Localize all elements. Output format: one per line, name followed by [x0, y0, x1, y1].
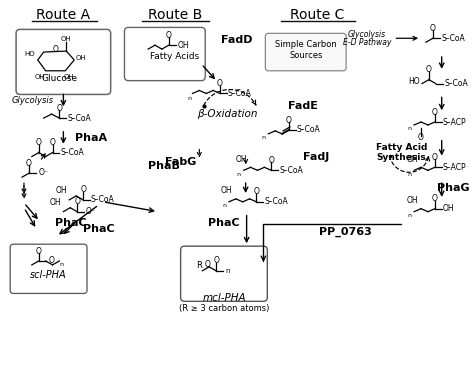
Text: scl-PHA: scl-PHA	[30, 270, 67, 280]
Text: PhaC: PhaC	[83, 225, 115, 234]
Text: FadD: FadD	[221, 35, 253, 45]
Text: S–CoA: S–CoA	[264, 197, 288, 206]
Text: OH: OH	[406, 196, 418, 205]
Text: Glucose: Glucose	[41, 74, 77, 83]
Text: OH: OH	[55, 187, 67, 195]
Text: Fatty Acid
Synthesis: Fatty Acid Synthesis	[375, 143, 427, 162]
Text: O: O	[36, 138, 42, 147]
Text: O: O	[204, 260, 210, 269]
Text: O: O	[418, 133, 424, 142]
Text: n: n	[407, 127, 411, 131]
Text: n: n	[59, 262, 64, 268]
Text: n: n	[261, 135, 265, 140]
Text: S–CoA: S–CoA	[228, 89, 252, 98]
Text: O: O	[50, 138, 55, 147]
Text: FadE: FadE	[288, 101, 318, 111]
Text: OH: OH	[50, 198, 61, 207]
Text: HO: HO	[25, 51, 35, 57]
FancyBboxPatch shape	[265, 33, 346, 71]
Text: O: O	[53, 44, 58, 54]
Text: (R ≥ 3 carbon atoms): (R ≥ 3 carbon atoms)	[179, 304, 269, 313]
Text: Route C: Route C	[291, 8, 345, 22]
Text: β-Oxidation: β-Oxidation	[197, 109, 257, 119]
FancyBboxPatch shape	[181, 246, 267, 301]
Text: PhaG: PhaG	[437, 183, 470, 193]
Text: PP_0763: PP_0763	[319, 226, 372, 236]
Text: Glycolysis: Glycolysis	[348, 30, 386, 39]
Text: O: O	[254, 187, 259, 196]
Text: FabG: FabG	[165, 157, 196, 168]
Text: O: O	[217, 79, 223, 88]
Text: O: O	[430, 24, 436, 33]
Text: PhaB: PhaB	[148, 162, 180, 171]
Text: n: n	[222, 203, 226, 208]
Text: FadJ: FadJ	[303, 152, 329, 162]
FancyBboxPatch shape	[125, 27, 205, 81]
Text: O: O	[36, 247, 42, 256]
Text: O⁻: O⁻	[39, 168, 49, 177]
Text: PhaC: PhaC	[55, 217, 87, 228]
Text: OH: OH	[76, 55, 86, 61]
Text: S–ACP: S–ACP	[443, 163, 466, 172]
Text: S–CoA: S–CoA	[442, 34, 465, 43]
Text: O: O	[213, 256, 219, 266]
Text: R: R	[196, 261, 202, 270]
Text: Simple Carbon
Sources: Simple Carbon Sources	[275, 40, 337, 60]
Text: S–CoA: S–CoA	[60, 148, 84, 157]
Text: O: O	[432, 108, 438, 117]
Text: O: O	[56, 104, 63, 113]
Text: O: O	[80, 185, 86, 195]
Text: S–ACP: S–ACP	[443, 117, 466, 127]
Text: O: O	[286, 116, 292, 125]
Text: S–CoA: S–CoA	[67, 114, 91, 123]
Text: S–CoA: S–CoA	[297, 125, 320, 135]
Text: n: n	[188, 96, 191, 101]
Text: OH: OH	[61, 36, 72, 42]
Text: O: O	[49, 256, 55, 266]
Text: Fatty Acids: Fatty Acids	[150, 52, 200, 62]
Text: Route B: Route B	[147, 8, 202, 22]
Text: O: O	[268, 156, 274, 165]
Text: PhaA: PhaA	[75, 133, 107, 143]
FancyBboxPatch shape	[10, 244, 87, 293]
Text: mcl-PHA: mcl-PHA	[202, 293, 246, 303]
Text: OH: OH	[406, 155, 418, 164]
Text: OH: OH	[64, 74, 74, 80]
Text: OH: OH	[35, 74, 45, 80]
Text: O: O	[432, 153, 438, 162]
Text: S–CoA: S–CoA	[279, 166, 303, 175]
Text: O: O	[26, 159, 32, 168]
Text: O: O	[74, 197, 80, 206]
Text: O: O	[432, 194, 438, 203]
Text: E-D Pathway: E-D Pathway	[343, 38, 391, 47]
Text: n: n	[407, 172, 411, 177]
Text: n: n	[225, 268, 229, 274]
Text: OH: OH	[236, 155, 247, 164]
Text: O: O	[426, 65, 432, 74]
FancyBboxPatch shape	[16, 29, 110, 95]
Text: O⁻: O⁻	[86, 207, 96, 216]
Text: PhaC: PhaC	[208, 217, 240, 228]
Text: OH: OH	[221, 187, 233, 195]
Text: O: O	[166, 31, 172, 40]
Text: S–CoA: S–CoA	[445, 79, 468, 88]
Text: n: n	[237, 172, 241, 177]
Text: OH: OH	[178, 41, 189, 50]
Text: n: n	[407, 213, 411, 218]
Text: S–CoA: S–CoA	[91, 195, 115, 204]
Text: OH: OH	[443, 204, 454, 213]
Text: Route A: Route A	[36, 8, 91, 22]
Text: Glycolysis: Glycolysis	[11, 96, 54, 105]
Text: HO: HO	[408, 77, 420, 86]
